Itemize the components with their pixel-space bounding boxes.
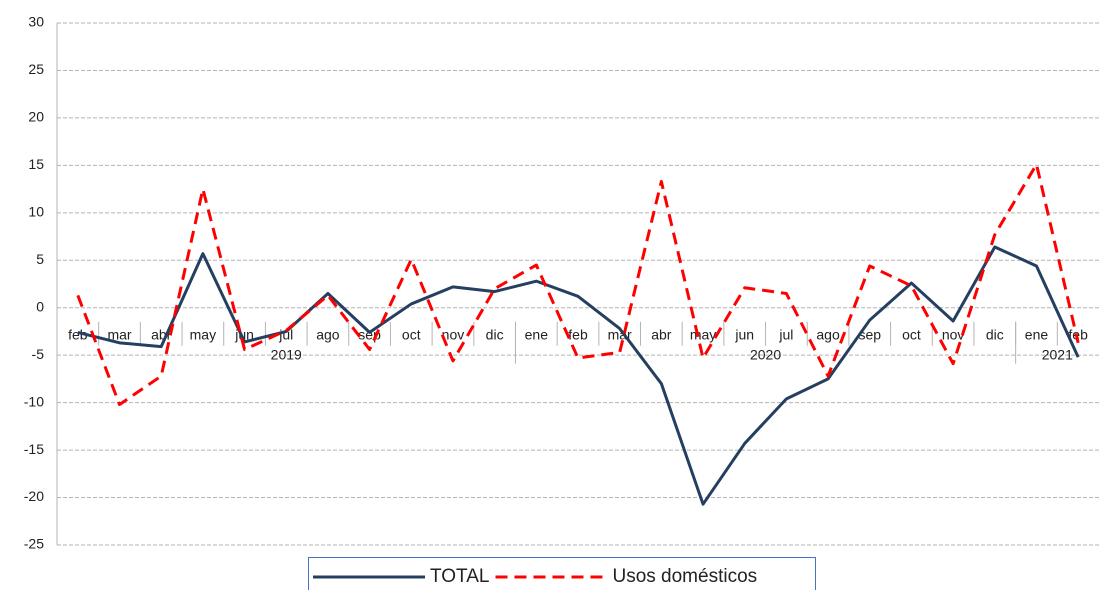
x-tick-label: feb — [68, 326, 88, 342]
x-tick-label: dic — [986, 326, 1004, 342]
legend-label: TOTAL — [430, 566, 489, 587]
x-tick-label: oct — [902, 326, 921, 342]
y-tick-label: -5 — [32, 346, 45, 362]
year-label: 2019 — [271, 346, 302, 362]
legend-box — [308, 557, 816, 590]
x-tick-label: mar — [107, 326, 131, 342]
x-tick-label: may — [690, 326, 716, 342]
x-tick-label: oct — [402, 326, 421, 342]
year-label: 2020 — [750, 346, 781, 362]
series-line — [77, 245, 1080, 506]
y-tick-label: -10 — [24, 393, 44, 409]
x-tick-label: ene — [525, 326, 549, 342]
x-tick-label: dic — [486, 326, 504, 342]
x-tick-label: may — [190, 326, 216, 342]
x-tick-label: feb — [1068, 326, 1088, 342]
x-tick-label: nov — [442, 326, 465, 342]
y-tick-label: 15 — [28, 156, 44, 172]
series-line — [76, 162, 1080, 407]
x-tick-label: ene — [1025, 326, 1049, 342]
legend-label: Usos domésticos — [612, 566, 757, 587]
y-tick-label: -25 — [24, 536, 44, 552]
x-tick-label: ago — [316, 326, 340, 342]
y-tick-label: -15 — [24, 441, 44, 457]
y-tick-label: -20 — [24, 488, 44, 504]
y-tick-label: 20 — [28, 109, 44, 125]
x-tick-label: jul — [778, 326, 793, 342]
x-tick-label: abr — [651, 326, 672, 342]
y-tick-label: 0 — [36, 298, 44, 314]
y-tick-label: 25 — [28, 61, 44, 77]
year-label: 2021 — [1042, 346, 1073, 362]
x-tick-label: jun — [734, 326, 754, 342]
y-tick-label: 5 — [36, 251, 44, 267]
y-tick-label: 30 — [28, 14, 44, 30]
x-tick-label: ago — [816, 326, 840, 342]
y-tick-label: 10 — [28, 204, 44, 220]
x-tick-label: feb — [568, 326, 588, 342]
x-tick-label: nov — [942, 326, 965, 342]
